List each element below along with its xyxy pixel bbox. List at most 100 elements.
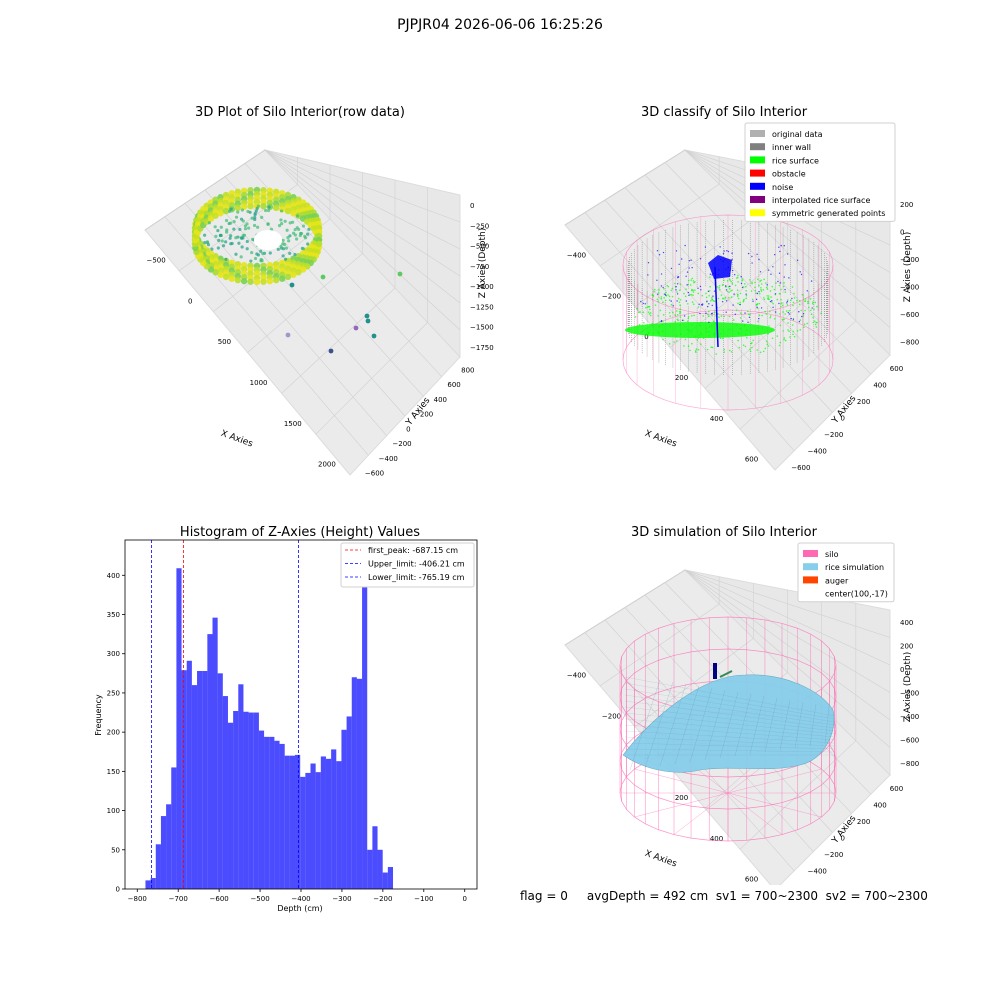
rice-surface-point xyxy=(730,296,733,298)
rice-surface-point xyxy=(667,285,670,288)
tick-label: −500 xyxy=(146,256,165,264)
data-point xyxy=(245,239,249,244)
rice-surface-point xyxy=(676,318,679,321)
data-point xyxy=(260,215,264,219)
rice-surface-point xyxy=(766,288,769,290)
chart-title: 3D Plot of Silo Interior(row data) xyxy=(195,105,405,120)
rice-surface-point xyxy=(715,353,718,355)
legend-swatch xyxy=(803,576,818,584)
data-point xyxy=(238,227,242,232)
rice-surface-point xyxy=(726,290,729,293)
noise-point xyxy=(721,301,724,303)
rice-surface-point xyxy=(689,284,692,286)
histogram-bar xyxy=(202,670,208,889)
data-point xyxy=(268,251,272,255)
data-point xyxy=(306,242,310,246)
tick-label: −400 xyxy=(379,455,398,463)
rice-surface-point xyxy=(737,294,739,296)
noise-point xyxy=(681,258,683,260)
x-axis-label: Depth (cm) xyxy=(277,904,322,913)
tick-label: −400 xyxy=(900,713,919,721)
data-point xyxy=(224,218,229,223)
rice-surface-point xyxy=(677,297,680,300)
legend-entry-label: noise xyxy=(772,183,793,192)
data-point xyxy=(234,252,238,256)
surface-mesh-line xyxy=(624,712,836,735)
histogram-bar xyxy=(274,740,280,889)
rice-surface-point xyxy=(769,290,772,292)
noise-point xyxy=(731,258,733,261)
rice-surface-point xyxy=(649,312,652,314)
rice-surface-point xyxy=(697,292,700,295)
data-point xyxy=(213,225,217,229)
noise-point xyxy=(751,262,753,264)
rice-surface-point xyxy=(780,298,782,301)
tick-label: −400 xyxy=(567,251,586,259)
histogram-bar xyxy=(197,670,203,889)
rice-surface-point xyxy=(809,297,812,300)
rice-surface-point xyxy=(686,320,689,323)
noise-point xyxy=(798,320,801,323)
legend-swatch xyxy=(803,550,818,557)
rice-surface-point xyxy=(783,337,786,339)
rice-surface-point xyxy=(649,308,651,311)
rice-surface-point xyxy=(771,285,774,288)
x-tick-label: −200 xyxy=(373,895,392,903)
rice-surface-point xyxy=(761,314,763,317)
rice-surface-point xyxy=(674,320,677,323)
noise-point xyxy=(676,293,679,295)
rice-surface-point xyxy=(737,302,739,305)
rice-surface-point xyxy=(779,324,782,327)
rice-surface-point xyxy=(783,338,785,341)
y-tick-label: 200 xyxy=(107,729,120,737)
noise-point xyxy=(751,255,753,258)
y-tick-label: 350 xyxy=(107,611,120,619)
rice-surface-point xyxy=(648,305,651,308)
data-point xyxy=(295,214,300,218)
data-point xyxy=(266,277,274,285)
data-point xyxy=(222,273,230,281)
rice-surface-point xyxy=(763,278,765,281)
tick-label: 200 xyxy=(675,374,688,382)
histogram-bar xyxy=(362,553,368,889)
legend-entry-label: rice surface xyxy=(772,156,819,165)
rice-surface-point xyxy=(784,339,787,342)
y-axis-label: Frequency xyxy=(94,694,103,736)
data-point xyxy=(247,278,254,285)
noise-point xyxy=(711,304,713,307)
rice-surface-point xyxy=(692,291,695,293)
tick-label: 600 xyxy=(447,381,460,389)
rice-surface-point xyxy=(682,319,685,322)
noise-point xyxy=(792,318,795,320)
surface-mesh-line xyxy=(624,676,836,717)
noise-point xyxy=(685,275,687,277)
rice-surface-point xyxy=(742,344,745,347)
rice-surface-point xyxy=(791,286,794,288)
surface-mesh-line xyxy=(704,689,726,761)
data-point xyxy=(216,228,220,233)
grid-line xyxy=(564,569,891,646)
rice-surface-point xyxy=(707,313,709,316)
rice-surface-point xyxy=(739,301,742,304)
rice-surface-point xyxy=(691,342,693,345)
rice-surface-point xyxy=(738,346,741,349)
rice-surface-point xyxy=(690,293,693,296)
noise-point xyxy=(783,276,785,278)
noise-point xyxy=(758,290,760,293)
noise-point xyxy=(712,295,714,297)
rice-surface-point xyxy=(778,344,781,347)
rice-surface-point xyxy=(679,304,681,307)
data-point xyxy=(253,256,258,261)
tick-label: −200 xyxy=(900,690,919,698)
noise-point xyxy=(802,313,805,315)
tick-label: −200 xyxy=(824,851,843,859)
noise-point xyxy=(699,285,702,288)
noise-point xyxy=(739,303,741,306)
histogram-bar xyxy=(145,880,151,889)
tick-label: 400 xyxy=(710,835,723,843)
noise-point xyxy=(771,299,773,302)
rice-surface-point xyxy=(639,311,641,313)
data-point xyxy=(255,252,259,256)
noise-point xyxy=(707,290,710,293)
tick-label: 0 xyxy=(841,835,845,843)
